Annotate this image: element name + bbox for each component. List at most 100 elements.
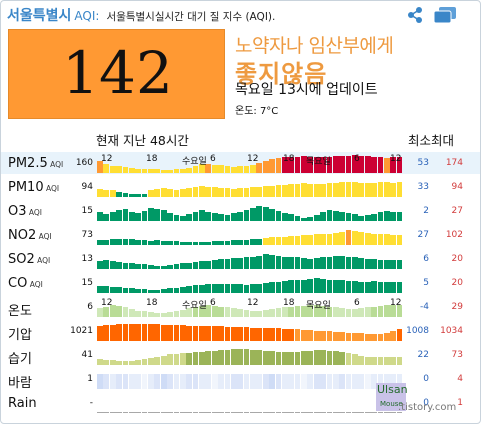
row-co[interactable]: CO AQI 15 5 20	[1, 272, 480, 294]
history-bar	[97, 374, 103, 389]
row-temp[interactable]: 온도 6 12 18 수요일 6 12 18 목요일 6 12 -4 29	[1, 296, 480, 319]
history-bar	[154, 188, 161, 197]
window-icon[interactable]	[433, 6, 457, 24]
row-pressure[interactable]: 기압 1021 1008 1034	[1, 320, 480, 343]
row-o3[interactable]: O3 AQI 15 2 27	[1, 200, 480, 222]
history-bar	[141, 359, 148, 365]
history-bar	[377, 233, 384, 245]
history-bar	[103, 239, 110, 245]
history-bar	[358, 374, 365, 389]
history-bar	[288, 184, 295, 197]
history-bar	[103, 325, 110, 341]
row-no2[interactable]: NO2 AQI 73 27 102	[1, 224, 480, 246]
history-bar	[313, 215, 320, 221]
history-bar	[128, 211, 135, 221]
history-bar	[192, 242, 199, 245]
history-bar	[116, 286, 122, 293]
history-bar	[352, 182, 358, 197]
history-bar	[116, 191, 122, 197]
history-bar	[148, 208, 154, 221]
row-wind[interactable]: 바람 1 0 4	[1, 368, 480, 391]
history-bar	[211, 187, 218, 197]
history-bar	[154, 313, 161, 317]
history-bar	[97, 188, 103, 197]
history-bar	[313, 412, 320, 413]
row-current-value: 6	[87, 302, 93, 312]
row-pm10[interactable]: PM10 AQI 94 33 94	[1, 176, 480, 198]
row-so2[interactable]: SO2 AQI 13 6 20	[1, 248, 480, 270]
history-bar	[364, 215, 371, 221]
history-bar	[275, 412, 282, 413]
history-bar	[199, 241, 205, 245]
history-bar	[396, 305, 403, 317]
history-bar	[275, 374, 282, 389]
time-tick-label: 6	[354, 298, 360, 308]
history-bar	[167, 354, 173, 365]
row-rain[interactable]: Rain - 0 1	[1, 392, 480, 414]
history-bar	[358, 282, 365, 293]
time-tick-label: 수요일	[182, 157, 207, 167]
row-history-chart	[97, 228, 403, 245]
history-bar	[281, 157, 288, 173]
history-bar	[262, 207, 269, 221]
history-bar	[128, 193, 135, 197]
history-bar	[230, 283, 237, 293]
city-name[interactable]: 서울특별시	[7, 8, 72, 24]
history-bar	[116, 261, 122, 269]
history-bar	[179, 263, 186, 269]
time-tick-label: 12	[101, 154, 113, 164]
history-bar	[377, 305, 384, 317]
history-bar	[237, 374, 244, 389]
time-tick-label: 12	[390, 154, 402, 164]
history-bar	[230, 374, 237, 389]
history-bar	[371, 412, 377, 413]
history-bar	[250, 208, 256, 221]
history-bar	[313, 330, 320, 341]
history-bar	[275, 351, 282, 365]
history-bar	[154, 169, 161, 173]
history-bar	[186, 325, 193, 341]
row-max-value: 20	[451, 254, 463, 264]
history-bar	[167, 170, 173, 173]
history-bar	[218, 259, 224, 269]
history-bar	[339, 352, 346, 365]
history-bar	[383, 158, 390, 173]
history-bar	[332, 211, 339, 221]
history-bar	[288, 214, 295, 221]
row-current-value: 1	[87, 374, 93, 384]
history-bar	[262, 327, 269, 341]
history-bar	[320, 374, 326, 389]
history-bar	[383, 412, 390, 413]
history-bar	[352, 354, 358, 365]
history-bar	[307, 183, 314, 197]
history-bar	[352, 281, 358, 293]
history-bar	[230, 326, 237, 341]
share-icon[interactable]	[406, 6, 424, 24]
history-bar	[307, 157, 314, 173]
row-humidity[interactable]: 습기 41 22 73	[1, 344, 480, 367]
row-pm25[interactable]: PM2.5 AQI 160 12 18 수요일 6 12 18 목요일 6 12 53 174	[1, 152, 480, 174]
tistory-credit[interactable]: .tistory.com	[398, 402, 457, 413]
history-bar	[97, 260, 103, 269]
history-bar	[243, 327, 250, 341]
history-bar	[262, 282, 269, 293]
history-bar	[109, 374, 116, 389]
history-bar	[148, 189, 154, 197]
history-bar	[224, 374, 231, 389]
row-label: O3 AQI	[8, 204, 42, 219]
history-bar	[141, 193, 148, 197]
history-bar	[269, 209, 275, 221]
history-bar	[352, 155, 358, 173]
history-bar	[243, 165, 250, 173]
history-bar	[281, 374, 288, 389]
history-bar	[332, 232, 339, 245]
history-bar	[275, 328, 282, 341]
history-bar	[345, 309, 352, 317]
history-bar	[339, 374, 346, 389]
history-bar	[179, 412, 186, 413]
history-bar	[243, 412, 250, 413]
history-bar	[301, 218, 307, 221]
history-bar	[250, 310, 256, 317]
history-bar	[205, 241, 212, 245]
history-bar	[211, 326, 218, 341]
